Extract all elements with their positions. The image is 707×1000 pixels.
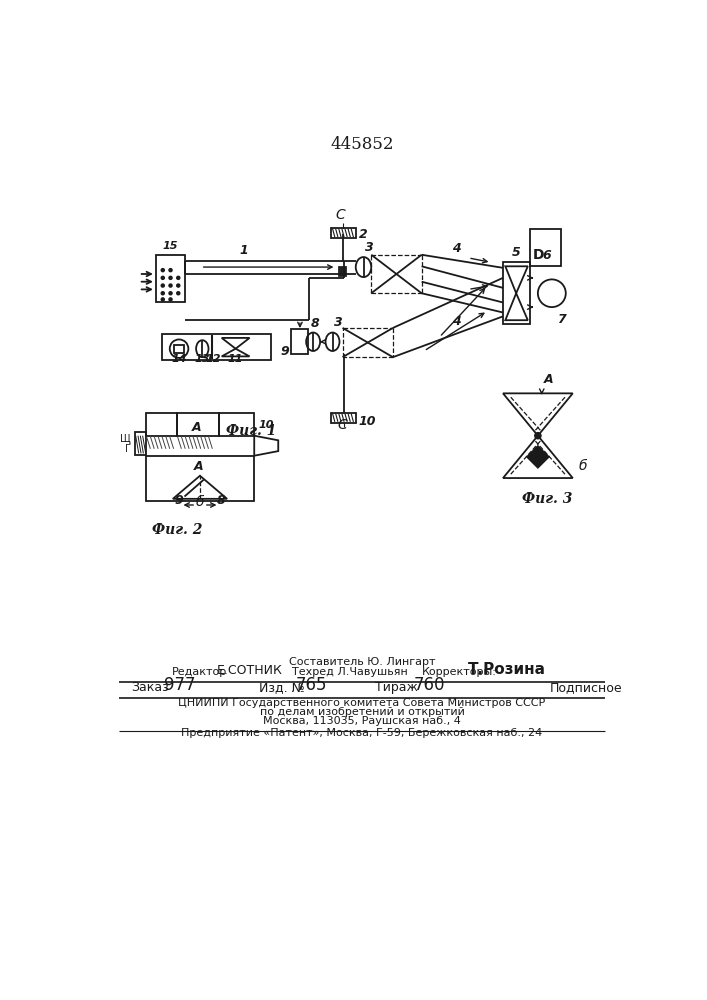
Text: 13: 13 [194,354,210,364]
Circle shape [161,284,164,287]
Text: 3: 3 [334,316,343,329]
Text: Подписное: Подписное [549,681,622,694]
Text: 9: 9 [281,345,289,358]
Text: A: A [192,421,201,434]
Text: 10: 10 [259,420,274,430]
Text: C: C [335,208,345,222]
Text: 445852: 445852 [330,136,394,153]
Circle shape [169,298,172,301]
Text: 10: 10 [359,415,376,428]
Bar [146,413,177,436]
Bar [146,456,255,501]
Circle shape [169,284,172,287]
Text: 765: 765 [296,676,327,694]
Text: D: D [533,248,544,262]
Text: Е.СОТНИК: Е.СОТНИК [216,664,282,677]
Circle shape [161,298,164,301]
Polygon shape [527,446,549,468]
Text: Изд. №: Изд. № [259,681,305,694]
Circle shape [177,284,180,287]
Circle shape [538,279,566,307]
Text: 4: 4 [452,242,461,255]
Text: 14: 14 [171,354,187,364]
Text: Фиг. 3: Фиг. 3 [522,492,573,506]
Bar [156,255,185,302]
Bar [162,334,271,360]
Bar [331,228,356,238]
Text: Предприятие «Патент», Москва, Г-59, Бережковская наб., 24: Предприятие «Патент», Москва, Г-59, Бере… [181,728,542,738]
Bar [219,413,255,436]
Bar [175,345,184,353]
Text: Техред Л.Чавушьян: Техред Л.Чавушьян [292,667,408,677]
Text: Заказ: Заказ [131,681,169,694]
Text: Редактор: Редактор [172,667,228,677]
Bar [503,262,530,324]
Text: Фиг. 2: Фиг. 2 [152,523,203,537]
Text: Тираж: Тираж [375,681,418,694]
Text: 4: 4 [452,315,461,328]
Text: 8: 8 [217,494,226,507]
Text: Фиг. 1: Фиг. 1 [226,424,276,438]
Text: 7: 7 [557,313,566,326]
Text: 9: 9 [174,494,183,507]
Circle shape [177,276,180,279]
Text: A: A [544,373,554,386]
Text: 8: 8 [311,317,320,330]
Text: б: б [578,460,587,474]
Circle shape [161,276,164,279]
Text: по делам изобретений и открытий: по делам изобретений и открытий [259,707,464,717]
Bar [339,267,346,276]
Text: 11: 11 [228,354,243,364]
Text: Щ: Щ [120,433,131,443]
Bar [177,413,219,436]
Text: Т.Розина: Т.Розина [468,662,546,677]
Text: 5: 5 [512,246,520,259]
Circle shape [177,292,180,295]
Text: A: A [194,460,203,473]
Bar [291,329,308,354]
Text: 1: 1 [239,244,247,257]
Text: 3: 3 [365,241,374,254]
Polygon shape [255,436,279,456]
Text: 15: 15 [163,241,178,251]
Text: 760: 760 [414,676,445,694]
Bar [530,229,561,266]
Circle shape [169,292,172,295]
Text: Составитель Ю. Лингарт: Составитель Ю. Лингарт [288,657,436,667]
Text: ЦНИИПИ Государственного комитета Совета Министров СССР: ЦНИИПИ Государственного комитета Совета … [178,698,546,708]
Text: 6: 6 [542,249,551,262]
Text: C: C [337,418,346,432]
Text: Корректоры:: Корректоры: [421,667,496,677]
Circle shape [161,292,164,295]
Circle shape [169,269,172,272]
Text: Москва, 113035, Раушская наб., 4: Москва, 113035, Раушская наб., 4 [263,716,461,726]
Circle shape [534,433,541,439]
Text: б: б [196,495,204,509]
Circle shape [169,276,172,279]
Text: Ґ: Ґ [125,444,131,454]
Text: 12: 12 [206,354,221,364]
Text: 2: 2 [359,228,368,241]
Circle shape [161,269,164,272]
Circle shape [170,339,188,358]
Text: 977: 977 [164,676,196,694]
Bar [331,413,356,423]
Bar [135,432,146,455]
